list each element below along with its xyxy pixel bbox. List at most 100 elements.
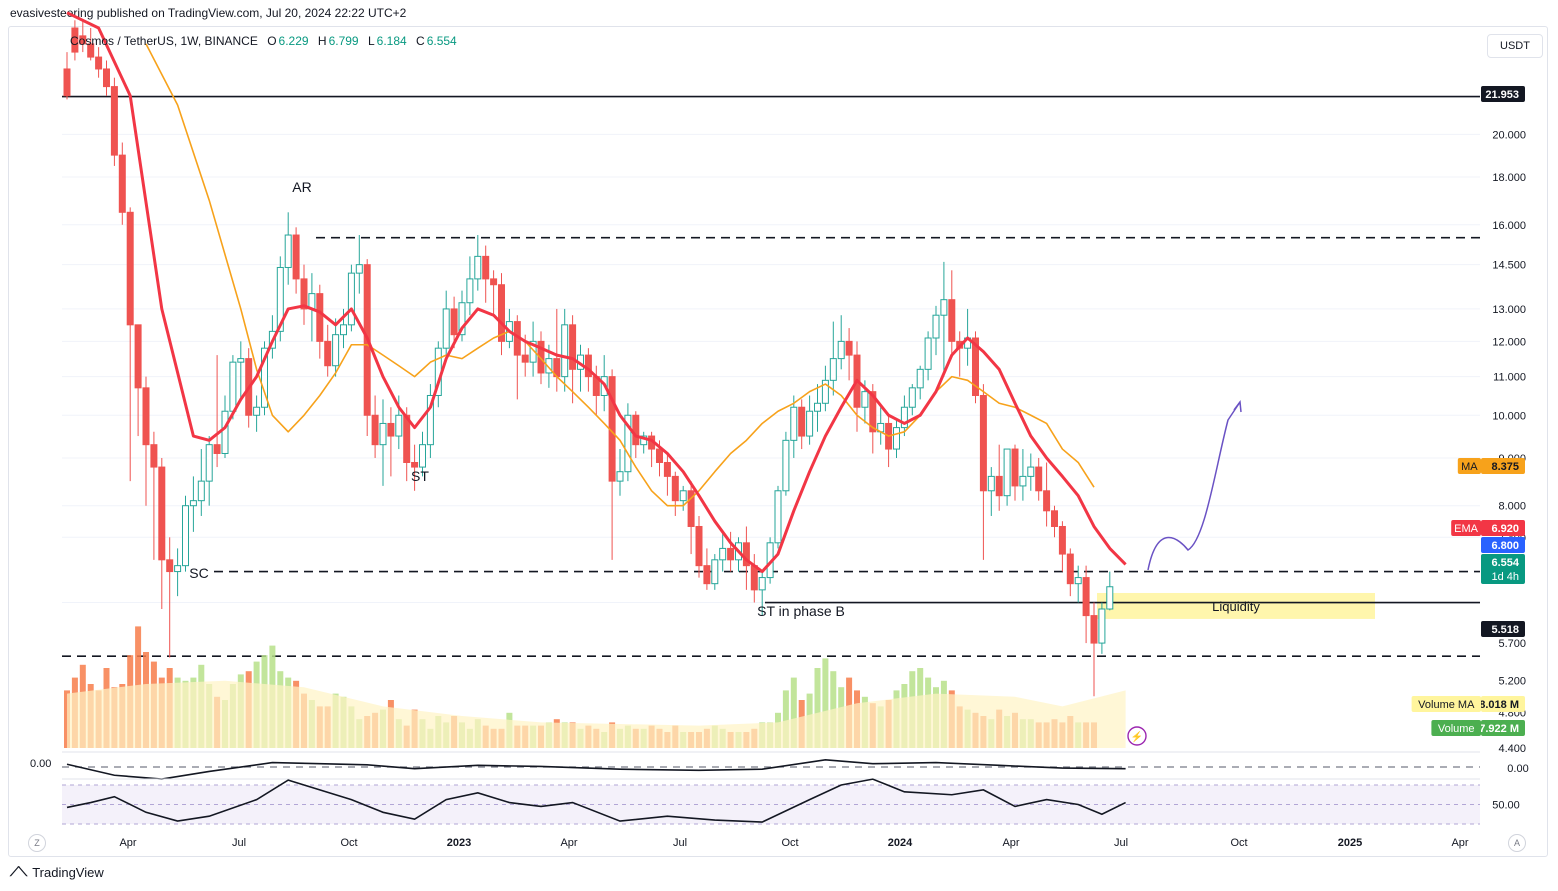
liquidity-label: Liquidity [1212, 599, 1260, 614]
candle-body [205, 444, 213, 482]
candle-body [774, 490, 782, 544]
candle-body [521, 354, 529, 363]
candle-body [814, 402, 821, 412]
price-tag-name-bg [1411, 696, 1481, 712]
candle-body [355, 264, 363, 274]
candle-body [916, 368, 924, 389]
projection-path [1147, 401, 1241, 571]
candle-body [419, 444, 426, 468]
projection-arrowhead [1233, 400, 1242, 413]
candle-body [300, 278, 308, 310]
horizontal-levels[interactable] [62, 95, 1480, 658]
time-tick-label: Jul [1114, 837, 1128, 849]
candle-body [79, 35, 87, 45]
price-tag-bg [1481, 86, 1525, 102]
price-tick-label: 5.200 [1498, 675, 1526, 687]
candle-body [63, 68, 71, 97]
price-tag-bg [1481, 554, 1525, 584]
open-key: O [267, 34, 277, 48]
candle-body [750, 565, 758, 591]
candle-body [1066, 553, 1074, 585]
candle-body [987, 475, 995, 492]
price-tag-bg [1481, 621, 1525, 637]
time-tick-label: Apr [1002, 837, 1019, 849]
candle-body [347, 272, 355, 326]
candle-body [829, 358, 837, 381]
candle-body [1035, 466, 1043, 492]
time-axis[interactable]: Apr Jul Oct 2023 Apr Jul Oct 2024 Apr Jul Oct 2025 A… [119, 837, 1468, 849]
price-tag-value: 5.518 [1491, 624, 1519, 636]
candle-body [395, 414, 403, 437]
candle-body [940, 299, 948, 316]
candle-body [798, 406, 806, 437]
price-tag-bg [1481, 520, 1525, 536]
volume-ma [67, 680, 1126, 748]
indicator-lines [66, 11, 1242, 574]
time-tick-label: Oct [340, 837, 357, 849]
candle-body [742, 542, 750, 567]
candle-body [624, 414, 632, 473]
candle-body [316, 293, 324, 342]
ma-line [145, 43, 1095, 507]
candle-body [671, 475, 679, 502]
candle-body [711, 559, 719, 585]
candle-body [995, 475, 1003, 497]
candle-body [632, 414, 640, 446]
candle-body [411, 461, 419, 468]
time-tick-label: Oct [781, 837, 798, 849]
price-tick-label: 5.700 [1498, 638, 1526, 650]
price-tick-label: 13.000 [1492, 304, 1526, 316]
candle-body [861, 391, 869, 408]
price-tag-name: Volume MA [1418, 699, 1475, 711]
chart-frame [8, 26, 1548, 857]
price-tag-countdown: 1d 4h [1491, 571, 1519, 583]
volume-bar [790, 677, 797, 748]
price-tag-value: 6.800 [1491, 540, 1519, 552]
volume-ma-area [67, 680, 1126, 748]
candle-body [221, 410, 229, 454]
rsi-level-label: 50.00 [1492, 800, 1520, 812]
candle-body [845, 340, 853, 356]
candle-body [292, 234, 300, 280]
macd-line [66, 759, 1126, 780]
macd-pane: 0.00 0.00 [30, 751, 1529, 780]
candle-body [924, 337, 932, 370]
time-tick-label: Jul [232, 837, 246, 849]
annotation-label: ST in phase B [757, 603, 845, 619]
currency-button[interactable]: USDT [1487, 34, 1543, 58]
candle-body [284, 234, 292, 268]
candle-body [545, 358, 553, 374]
price-tag-bg [1481, 537, 1525, 553]
time-tick-label: Apr [1451, 837, 1468, 849]
price-tick-label: 4.400 [1498, 743, 1526, 755]
candle-body [103, 68, 110, 88]
candle-body [1003, 448, 1011, 497]
candle-body [442, 308, 450, 349]
timezone-button[interactable]: Z [28, 834, 46, 852]
auto-scale-button[interactable]: A [1508, 834, 1526, 852]
annotation-label: SC [189, 565, 208, 581]
candle-body [87, 43, 95, 58]
footer-brand[interactable]: ⟋⟍ TradingView [10, 864, 104, 880]
price-tag-bg [1481, 696, 1525, 712]
candle-body [727, 547, 735, 561]
candle-body [806, 410, 814, 437]
candle-body [900, 406, 908, 429]
candle-body [189, 500, 197, 507]
annotations[interactable]: AR SC ST ST in phase B [189, 179, 845, 619]
candle-body [95, 56, 103, 70]
candle-body [616, 471, 624, 482]
open-value: 6.229 [278, 34, 309, 48]
candle-body [537, 340, 545, 374]
candle-body [529, 340, 537, 363]
volume-bar [814, 668, 821, 748]
candle-body [869, 391, 877, 433]
candle-body [426, 394, 434, 446]
price-tick-label: 14.500 [1492, 260, 1526, 272]
candle-body [908, 387, 916, 408]
candle-body [474, 255, 482, 280]
price-axis[interactable]: 20.000 18.000 16.000 14.500 13.000 12.000 11.0… [1492, 129, 1526, 755]
candle-body [893, 427, 900, 450]
price-tag-name-bg [1451, 520, 1481, 536]
